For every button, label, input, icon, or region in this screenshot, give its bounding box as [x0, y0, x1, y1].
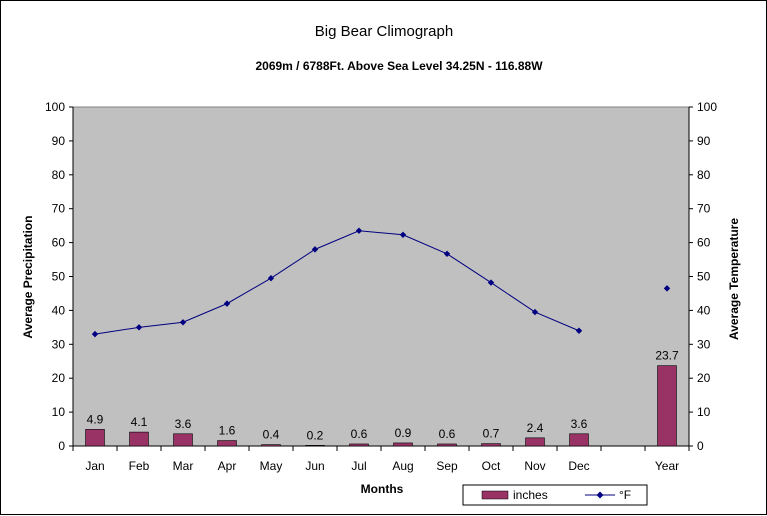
- x-tick-label: Oct: [482, 459, 501, 473]
- bar-Jun: [305, 445, 325, 447]
- bar-May: [261, 444, 281, 447]
- temperature-line-segment: [94, 230, 580, 335]
- right-tick-label: 20: [697, 371, 711, 385]
- right-tick-label: 60: [697, 236, 711, 250]
- x-tick-label: Jul: [351, 459, 366, 473]
- x-tick-label: Jun: [305, 459, 324, 473]
- right-tick-label: 10: [697, 405, 711, 419]
- bar-Aug: [393, 442, 413, 447]
- bar-Dec: [569, 433, 589, 447]
- bar-data-label: 0.6: [439, 427, 456, 441]
- temperature-point-Sep: [443, 250, 451, 257]
- left-tick-label: 80: [52, 168, 66, 182]
- x-tick-label: Nov: [524, 459, 545, 473]
- bar-data-label: 23.7: [655, 349, 679, 363]
- y-axis-title-right: Average Temperature: [727, 218, 741, 340]
- left-tick-label: 60: [52, 236, 66, 250]
- left-tick-label: 10: [52, 405, 66, 419]
- legend-swatch-inches: [481, 490, 509, 500]
- bar-data-label: 0.9: [395, 426, 412, 440]
- bar-Oct: [481, 443, 501, 447]
- right-tick-label: 50: [697, 270, 711, 284]
- bar-Jan: [85, 429, 105, 447]
- bar-Nov: [525, 437, 545, 447]
- bar-data-label: 2.4: [527, 421, 544, 435]
- y-axis-title-left: Average Precipitation: [21, 216, 35, 339]
- temperature-point-Apr: [223, 300, 231, 307]
- left-tick-label: 70: [52, 202, 66, 216]
- x-axis: Jan Feb Mar Apr May Jun Jul Aug Sep Oct Nov Dec Year: [72, 445, 690, 473]
- legend-marker-temperature: [596, 491, 604, 499]
- right-tick-label: 70: [697, 202, 711, 216]
- bar-data-label: 3.6: [571, 417, 588, 431]
- left-tick-label: 90: [52, 134, 66, 148]
- plot-area: [72, 106, 690, 447]
- bar-data-label: 3.6: [175, 417, 192, 431]
- x-tick-label: May: [260, 459, 283, 473]
- temperature-point-May: [267, 274, 275, 282]
- bar-Apr: [217, 440, 237, 447]
- left-tick-label: 40: [52, 303, 66, 317]
- temperature-point-Jul: [355, 227, 363, 234]
- x-tick-label: Year: [655, 459, 679, 473]
- bar-Mar: [173, 433, 193, 447]
- temperature-point-Jun: [311, 246, 319, 253]
- right-tick-label: 0: [697, 439, 704, 453]
- temperature-point-Dec: [575, 327, 583, 334]
- left-tick-label: 100: [45, 100, 65, 114]
- left-tick-label: 20: [52, 371, 66, 385]
- x-axis-title: Months: [361, 482, 404, 496]
- chart-subtitle: 2069m / 6788Ft. Above Sea Level 34.25N -…: [255, 59, 543, 73]
- temperature-point-Aug: [399, 231, 407, 239]
- bar-Year: [657, 365, 677, 447]
- x-tick-label: Apr: [218, 459, 237, 473]
- bar-data-label: 1.6: [219, 424, 236, 438]
- bar-Jul: [349, 443, 369, 447]
- bar-Sep: [437, 443, 457, 447]
- bar-data-label: 0.4: [263, 428, 280, 442]
- temperature-point-Feb: [135, 324, 143, 331]
- bar-data-label: 0.6: [351, 427, 368, 441]
- legend-label-temperature: °F: [619, 488, 631, 502]
- x-tick-label: Feb: [129, 459, 150, 473]
- bar-data-label: 0.7: [483, 427, 500, 441]
- temperature-point-Mar: [179, 319, 187, 326]
- right-y-axis: 0 10 20 30 40 50 60 70 80 90 100: [688, 100, 717, 453]
- temperature-point-Year: [663, 285, 671, 292]
- legend-box: [462, 484, 648, 506]
- right-tick-label: 90: [697, 134, 711, 148]
- x-tick-label: Aug: [392, 459, 413, 473]
- bar-data-label: 4.1: [131, 415, 148, 429]
- temperature-line: [91, 227, 671, 338]
- legend-label-inches: inches: [513, 488, 548, 502]
- left-y-axis: 0 10 20 30 40 50 60 70 80 90 100: [45, 100, 74, 453]
- x-tick-label: Sep: [436, 459, 458, 473]
- bar-Feb: [129, 431, 149, 447]
- temperature-point-Jan: [91, 330, 99, 338]
- right-tick-label: 30: [697, 337, 711, 351]
- precipitation-bars: [85, 365, 677, 447]
- x-tick-label: Jan: [85, 459, 104, 473]
- temperature-point-Oct: [487, 279, 495, 286]
- legend: inches °F: [462, 484, 648, 506]
- left-tick-label: 0: [58, 439, 65, 453]
- left-tick-label: 50: [52, 270, 66, 284]
- x-tick-label: Mar: [173, 459, 194, 473]
- x-tick-label: Dec: [568, 459, 589, 473]
- chart-title: Big Bear Climograph: [315, 23, 453, 40]
- temperature-point-Nov: [531, 308, 539, 316]
- right-tick-label: 100: [697, 100, 717, 114]
- bar-data-label: 0.2: [307, 428, 324, 442]
- left-tick-label: 30: [52, 337, 66, 351]
- precipitation-data-labels: 4.9 4.1 3.6 1.6 0.4 0.2 0.6 0.9 0.6 0.7 2.4 3.6 23.7: [87, 349, 679, 443]
- bar-data-label: 4.9: [87, 412, 104, 426]
- right-tick-label: 80: [697, 168, 711, 182]
- right-tick-label: 40: [697, 303, 711, 317]
